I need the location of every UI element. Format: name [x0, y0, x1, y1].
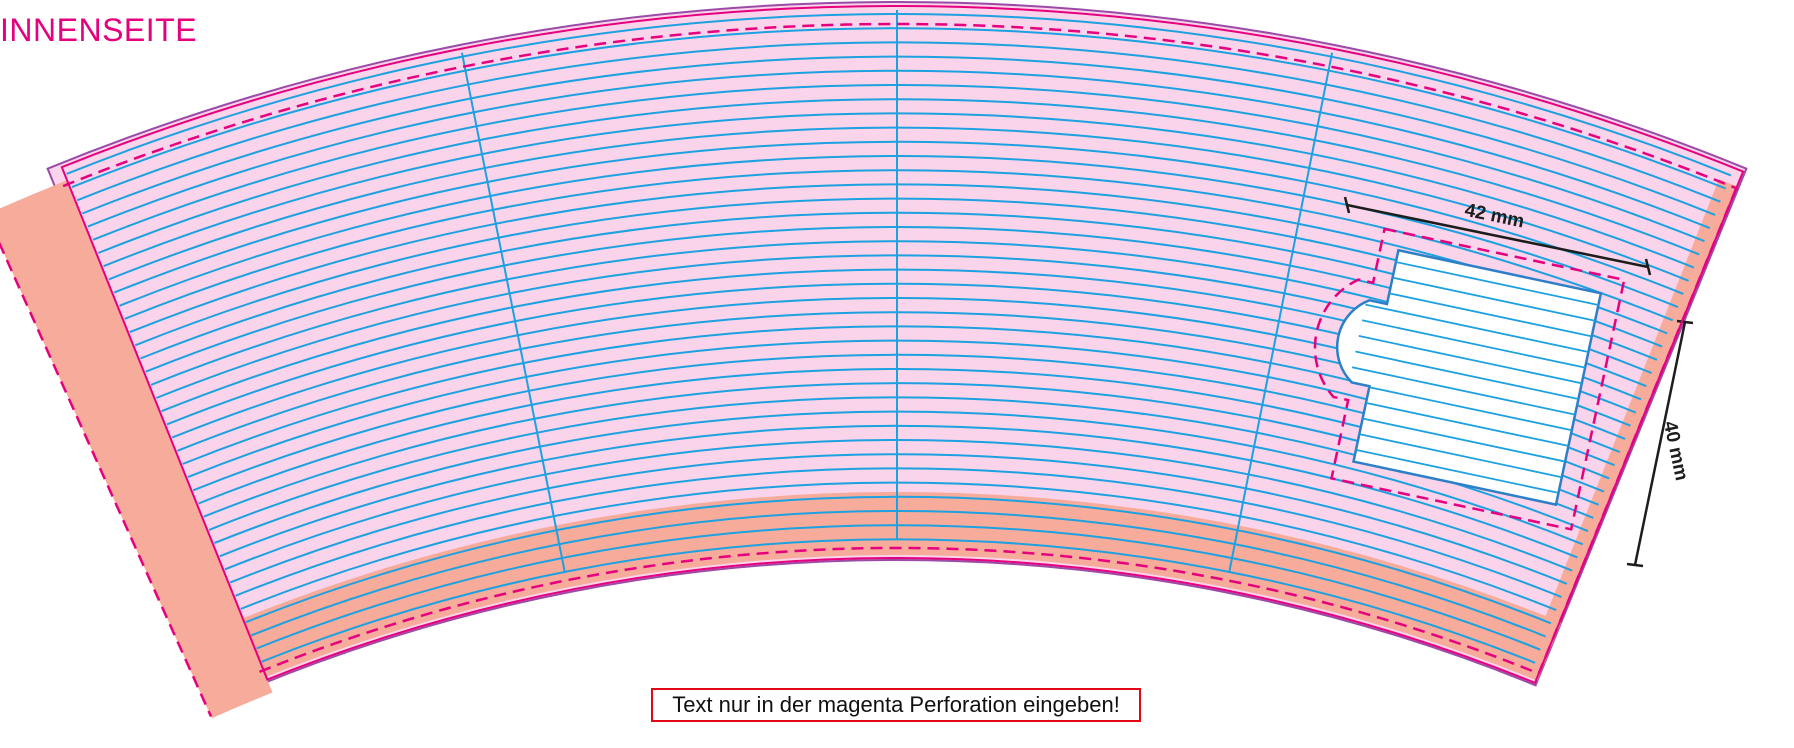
window-guide-line	[1362, 417, 1566, 463]
guide-arc	[229, 453, 1568, 585]
dimension-width-cap-start	[1343, 196, 1351, 214]
guide-arc	[256, 524, 1541, 651]
guide-radial	[1228, 52, 1334, 573]
guide-arc	[66, 13, 1732, 177]
guide-arc	[119, 155, 1679, 309]
guide-arc	[97, 98, 1700, 256]
window-guide-line	[1365, 401, 1569, 447]
cut-line-top	[62, 22, 1739, 191]
trim-outline	[60, 5, 1745, 685]
bottom-bleed-band	[232, 491, 1562, 681]
dimension-height-label: 40 mm	[1659, 419, 1692, 482]
guide-arc	[240, 481, 1557, 612]
dimension-width-cap-end	[1644, 258, 1652, 276]
guide-radial	[460, 52, 566, 573]
guide-arc	[219, 424, 1578, 559]
window-opening	[1335, 248, 1603, 507]
guide-arc	[82, 55, 1716, 216]
guide-arc	[245, 495, 1552, 625]
guide-arc	[87, 69, 1711, 230]
window-guide-line	[1355, 448, 1559, 494]
window-guide-line	[1395, 261, 1599, 306]
window-guide-line	[1392, 276, 1596, 322]
perforation-window-shape	[1313, 227, 1626, 531]
dimension-height-cap-end	[1626, 562, 1644, 568]
guide-arc	[76, 41, 1721, 203]
right-bleed-strip	[1522, 179, 1738, 681]
window-guide-line	[1359, 433, 1562, 479]
horizontal-guide-lines	[66, 13, 1732, 664]
cut-line-left	[0, 241, 213, 717]
guide-arc	[103, 112, 1695, 269]
dimension-height-line	[1633, 321, 1687, 566]
window-guide-line	[1369, 386, 1572, 432]
guide-arc	[124, 169, 1674, 322]
dimension-width-line	[1346, 203, 1649, 269]
dimension-height-cap-start	[1676, 319, 1694, 325]
guide-arc	[129, 183, 1668, 335]
guide-arc	[250, 510, 1546, 638]
perforation-window	[1313, 227, 1626, 531]
window-guide-line	[1355, 350, 1579, 400]
guide-arc	[261, 538, 1536, 664]
glue-flap-left	[0, 180, 273, 719]
page-title: INNENSEITE	[0, 12, 198, 48]
vertical-guide-lines	[460, 10, 1334, 573]
guide-arc	[213, 410, 1584, 546]
window-guide-line	[1358, 335, 1582, 385]
window-guide-line	[1351, 366, 1576, 416]
cut-line-bottom	[258, 546, 1536, 674]
perforation-outline	[1313, 227, 1626, 531]
guide-arc	[113, 140, 1684, 295]
window-guide-line	[1361, 319, 1586, 369]
guide-arc	[224, 439, 1573, 572]
window-guide-line	[1389, 292, 1592, 338]
guide-arc	[92, 84, 1705, 243]
perforation-notice: Text nur in der magenta Perforation eing…	[651, 688, 1141, 722]
guide-arc	[235, 467, 1562, 598]
guide-arc	[71, 27, 1727, 190]
window-guide-line	[1365, 303, 1589, 353]
guide-arc	[108, 126, 1689, 282]
